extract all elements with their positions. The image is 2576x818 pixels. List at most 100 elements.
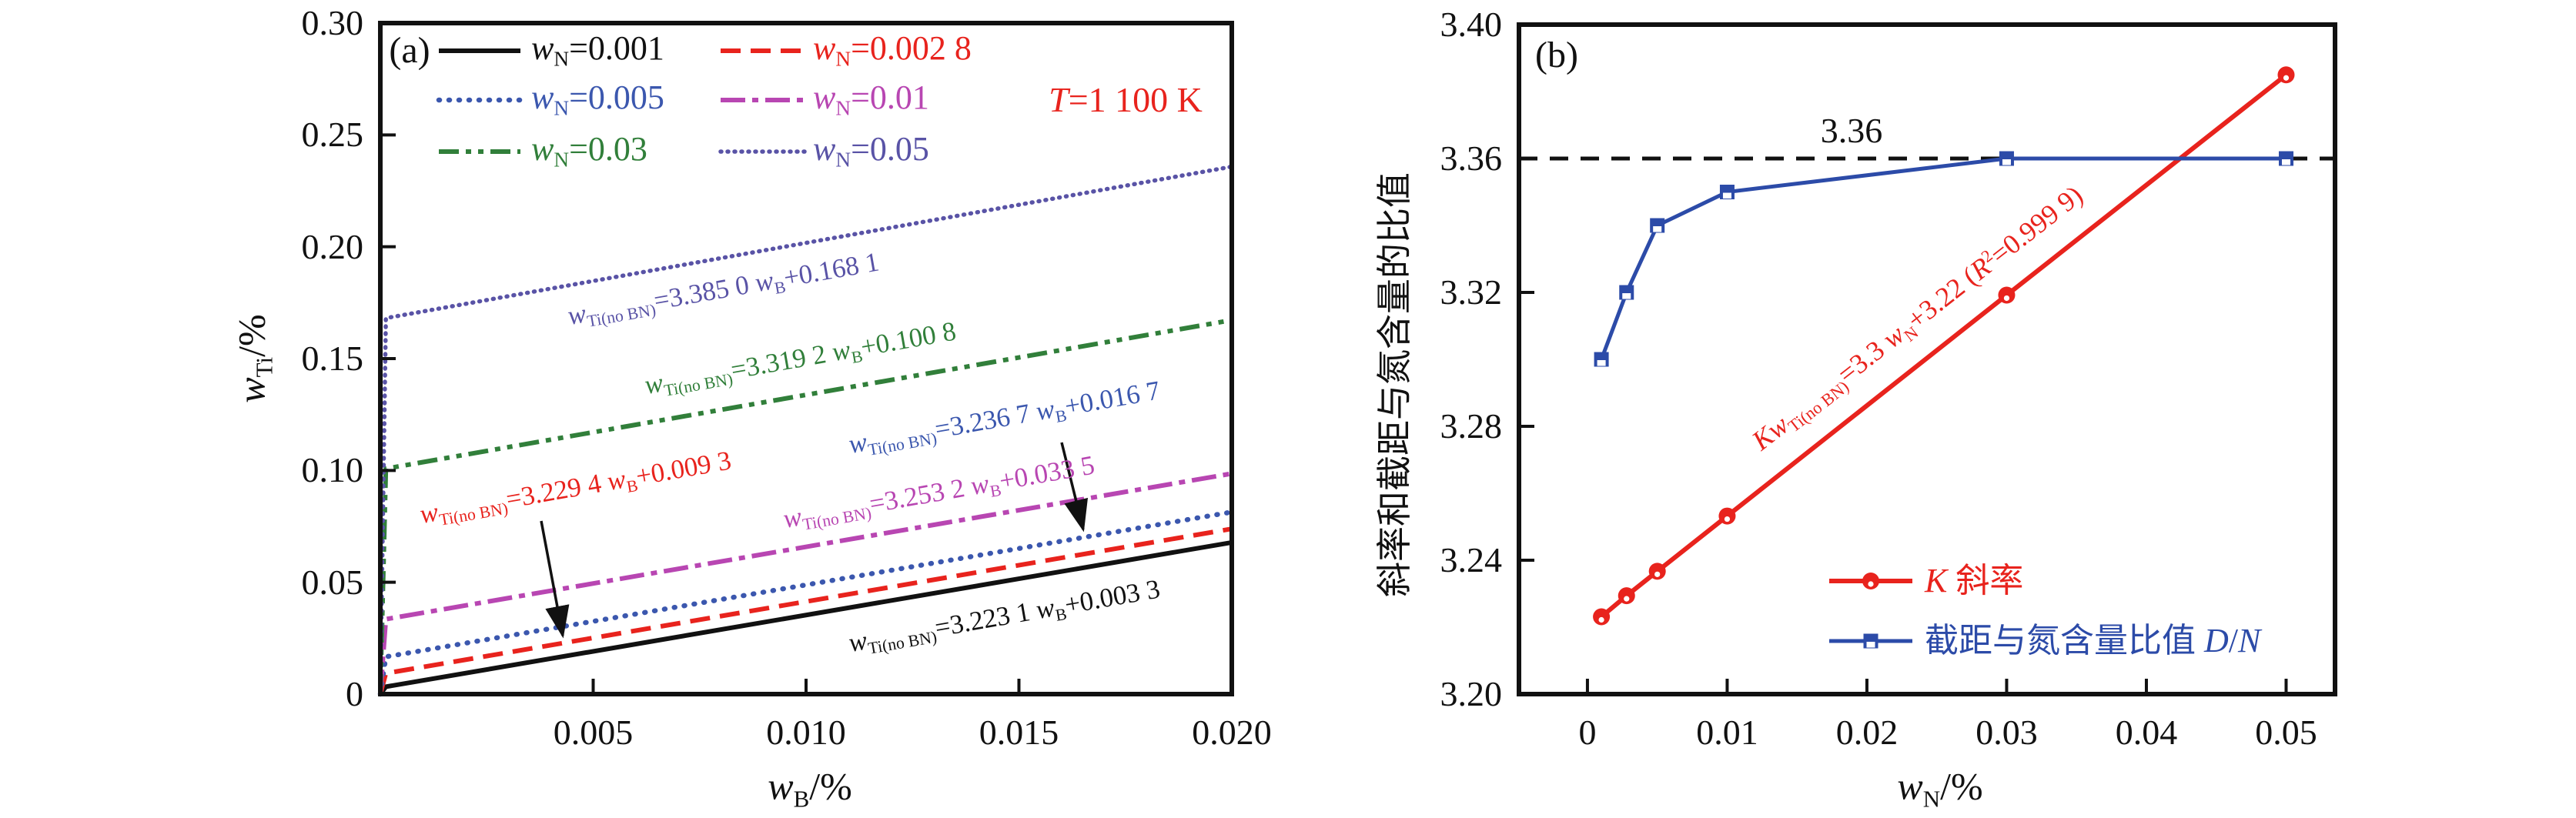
legend-label-截距与氮含量比值 D/N: 截距与氮含量比值 D/N — [1925, 624, 2260, 658]
legend-label-wN=0.03: wN=0.03 — [531, 132, 647, 171]
marker-notch — [2281, 159, 2290, 165]
text-run: 斜率和截距与氮含量的比值 — [1375, 172, 1414, 597]
text-run: w — [531, 130, 554, 168]
text-run: N — [554, 47, 570, 71]
marker-notch — [1724, 516, 1731, 523]
legend-label-wN=0.05: wN=0.05 — [813, 132, 929, 171]
series-line-wN=0.03 — [378, 318, 1233, 695]
marker-notch — [1598, 616, 1604, 623]
marker-notch — [1653, 226, 1662, 232]
text-run: w — [1897, 764, 1923, 808]
x-tick-label: 0.02 — [1835, 713, 1899, 752]
text-run: / — [2228, 622, 2239, 659]
text-run: T — [1049, 80, 1069, 119]
marker-notch — [1597, 360, 1606, 366]
text-run: N — [835, 47, 851, 71]
marker-notch — [1654, 571, 1661, 577]
x-tick-label: 0.05 — [2255, 713, 2317, 752]
legend-label-K 斜率: K 斜率 — [1925, 564, 2023, 598]
y-tick-label: 3.28 — [1440, 406, 1503, 446]
y-tick-label: 3.40 — [1440, 5, 1503, 44]
text-run: N — [835, 148, 851, 172]
y-tick-label: 3.32 — [1440, 272, 1503, 312]
text-run: =0.005 — [569, 78, 664, 116]
text-run: w — [531, 78, 554, 116]
text-run: w — [768, 764, 794, 808]
series-line-截距与氮含量比值 D/N — [1599, 156, 2287, 360]
temperature-note: T=1 100 K — [1049, 82, 1203, 118]
data-point-K 斜率 — [2277, 66, 2295, 84]
data-point-K 斜率 — [1593, 608, 1611, 626]
panel-tag-a: (a) — [389, 30, 430, 71]
y-tick-label: 3.20 — [1440, 674, 1503, 713]
x-axis-label-a: wB/% — [768, 767, 852, 811]
marker-notch — [2003, 295, 2010, 302]
y-tick-label: 0 — [346, 674, 363, 713]
text-run: w — [813, 130, 836, 168]
text-run: =0.01 — [851, 78, 929, 116]
x-axis-label-b: wN/% — [1897, 767, 1982, 811]
y-tick-label: 0.15 — [301, 339, 364, 378]
y-tick-label: 0.30 — [301, 3, 364, 42]
x-tick-label: 0.015 — [979, 713, 1059, 752]
text-run: /% — [229, 314, 273, 357]
text-run: Ti — [250, 356, 278, 378]
text-run: =0.03 — [569, 130, 647, 168]
text-run: =1 100 K — [1068, 80, 1203, 119]
y-tick-label: 3.36 — [1440, 139, 1503, 178]
panel-b-frame — [1517, 22, 2337, 696]
text-run: /% — [1940, 764, 1983, 808]
text-run: /% — [809, 764, 852, 808]
y-axis-label-a: wTi/% — [229, 314, 278, 403]
panel-tag-b: (b) — [1535, 35, 1578, 75]
text-run: =0.001 — [569, 29, 664, 67]
x-tick-label: 0.010 — [766, 713, 846, 752]
legend-marker-K 斜率 — [1862, 573, 1879, 589]
annotation-arrow — [540, 520, 570, 639]
marker-notch — [1622, 293, 1631, 299]
data-point-K 斜率 — [1648, 563, 1666, 580]
legend-label-wN=0.002 8: wN=0.002 8 — [813, 32, 972, 70]
text-run: w — [229, 377, 273, 403]
y-tick-label: 3.24 — [1440, 540, 1503, 579]
text-run: =0.002 8 — [851, 29, 972, 67]
y-tick-label: 0.20 — [301, 226, 364, 266]
x-tick-label: 0 — [1578, 713, 1597, 752]
data-point-K 斜率 — [1718, 507, 1736, 525]
reference-line-label: 3.36 — [1820, 111, 1883, 150]
text-run: B — [793, 785, 810, 813]
marker-notch — [2002, 159, 2011, 165]
series-line-K 斜率 — [1600, 72, 2288, 619]
x-tick-label: 0.01 — [1696, 713, 1758, 752]
text-run: N — [554, 148, 570, 172]
marker-notch — [1868, 581, 1874, 587]
x-tick-label: 0.005 — [553, 713, 634, 752]
series-line-wN=0.001 — [378, 539, 1233, 696]
legend-label-wN=0.001: wN=0.001 — [531, 32, 664, 70]
text-run: D — [2204, 622, 2229, 659]
y-axis-label-b: 斜率和截距与氮含量的比值 — [1375, 172, 1414, 597]
text-run: N — [554, 96, 570, 120]
y-tick-label: 0.10 — [301, 450, 364, 490]
text-run: w — [813, 78, 836, 116]
text-run: N — [835, 96, 851, 120]
text-run: =0.05 — [851, 130, 929, 168]
series-line-wN=0.01 — [378, 471, 1233, 695]
text-run: w — [813, 29, 836, 67]
marker-notch — [1722, 192, 1731, 199]
y-tick-label: 0.05 — [301, 562, 364, 602]
text-run: K — [1925, 562, 1948, 599]
x-tick-label: 0.04 — [2115, 713, 2178, 752]
text-run: 斜率 — [1947, 562, 2024, 599]
legend-label-wN=0.01: wN=0.01 — [813, 81, 929, 119]
x-tick-label: 0.03 — [1975, 713, 2038, 752]
text-run: 截距与氮含量比值 — [1925, 622, 2204, 659]
x-tick-label: 0.020 — [1192, 713, 1272, 752]
annotation-arrow — [1060, 442, 1089, 533]
data-point-K 斜率 — [1998, 286, 2016, 304]
data-point-K 斜率 — [1618, 587, 1635, 605]
text-run: w — [531, 29, 554, 67]
legend-label-wN=0.005: wN=0.005 — [531, 81, 664, 119]
marker-notch — [1624, 596, 1630, 602]
